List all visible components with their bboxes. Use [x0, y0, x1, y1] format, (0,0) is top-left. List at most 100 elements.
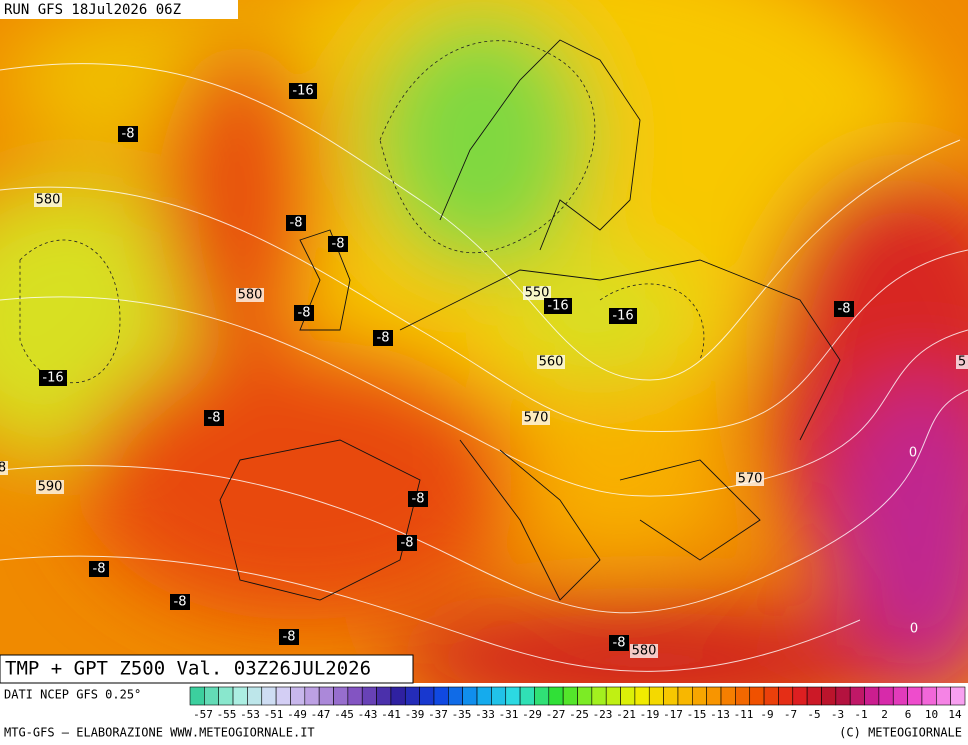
label-box	[408, 491, 428, 507]
scale-label: 6	[905, 708, 912, 721]
temperature-label: -16	[292, 84, 313, 99]
scale-swatch	[476, 686, 492, 706]
scale-swatch	[347, 686, 363, 706]
height-label: 570	[524, 411, 549, 426]
scale-swatch	[677, 686, 693, 706]
height-label: 5	[958, 355, 966, 370]
label-box	[286, 215, 306, 231]
scale-label: 2	[881, 708, 888, 721]
chart-title: TMP + GPT Z500 Val. 03Z26JUL2026	[5, 658, 371, 680]
scale-label: -57	[193, 708, 213, 721]
label-box	[537, 355, 565, 369]
scale-label: -35	[452, 708, 472, 721]
scale-label: -37	[428, 708, 448, 721]
temperature-label: -8	[332, 237, 345, 252]
scale-swatch	[921, 686, 937, 706]
height-label: 590	[38, 480, 63, 495]
label-box	[373, 330, 393, 346]
scale-swatch	[290, 686, 306, 706]
scale-label: -49	[287, 708, 307, 721]
scale-label: -25	[569, 708, 589, 721]
scale-label: 10	[925, 708, 938, 721]
scale-label: -43	[358, 708, 378, 721]
temperature-label: -8	[283, 630, 296, 645]
scale-swatch	[634, 686, 650, 706]
temperature-label: -8	[290, 216, 303, 231]
scale-swatch	[247, 686, 263, 706]
scale-swatch	[261, 686, 277, 706]
scale-label: -9	[760, 708, 773, 721]
scale-label: -13	[710, 708, 730, 721]
scale-label: -7	[784, 708, 797, 721]
scale-label: -33	[475, 708, 495, 721]
scale-swatch	[935, 686, 951, 706]
temperature-label: -8	[122, 127, 135, 142]
scale-label: -21	[616, 708, 636, 721]
scale-swatch	[907, 686, 923, 706]
scale-swatch	[648, 686, 664, 706]
scale-swatch	[706, 686, 722, 706]
temperature-label: -8	[401, 536, 414, 551]
title-box	[0, 654, 414, 684]
label-box	[204, 410, 224, 426]
scale-swatch	[462, 686, 478, 706]
source: DATI NCEP GFS 0.25°	[4, 688, 141, 702]
scale-label: -47	[311, 708, 331, 721]
map	[0, 0, 968, 683]
scale-swatch	[419, 686, 435, 706]
scale-label: -11	[734, 708, 754, 721]
scale-swatch	[204, 686, 220, 706]
scale-swatch	[318, 686, 334, 706]
label-box	[397, 535, 417, 551]
scale-label: -23	[593, 708, 613, 721]
scale-swatch	[692, 686, 707, 706]
credit: MTG-GFS — ELABORAZIONE WWW.METEOGIORNALE…	[4, 726, 315, 740]
scale-swatch	[663, 686, 679, 706]
scale-swatch	[433, 686, 449, 706]
scale-label: -19	[640, 708, 660, 721]
scale-label: -17	[663, 708, 683, 721]
height-label: 8	[0, 461, 6, 476]
scale-label: -27	[546, 708, 566, 721]
label-box	[956, 355, 968, 369]
scale-swatch	[892, 686, 908, 706]
label-box	[736, 472, 764, 486]
scale-swatch	[763, 686, 779, 706]
header-box	[0, 0, 238, 19]
copyright: (C) METEOGIORNALE	[839, 726, 962, 740]
scale-label: -41	[381, 708, 401, 721]
scale-swatch	[275, 686, 291, 706]
scale-label: -1	[854, 708, 867, 721]
temperature-label: -8	[208, 411, 221, 426]
scale-swatch	[620, 686, 636, 706]
scale-swatch	[232, 686, 248, 706]
temperature-label: -8	[412, 492, 425, 507]
scale-swatch	[562, 686, 578, 706]
label-box	[34, 193, 62, 207]
label-box	[89, 561, 109, 577]
run-label: RUN GFS 18Jul2026 06Z	[4, 2, 181, 18]
scale-swatch	[505, 686, 521, 706]
temperature-label: -8	[174, 595, 187, 610]
temperature-label: -16	[612, 309, 633, 324]
scale-swatch	[749, 686, 765, 706]
label-box	[0, 461, 8, 475]
label-box	[39, 370, 67, 386]
scale-swatch	[735, 686, 751, 706]
label-box	[328, 236, 348, 252]
temperature-label: -16	[547, 299, 568, 314]
scale-label: -39	[405, 708, 425, 721]
height-label: 580	[36, 193, 61, 208]
scale-swatch	[519, 686, 535, 706]
scale-swatch	[864, 686, 880, 706]
scale-swatch	[821, 686, 837, 706]
scale-label: 14	[948, 708, 962, 721]
scale-swatch	[878, 686, 894, 706]
scale-swatch	[189, 686, 205, 706]
label-box	[544, 298, 572, 314]
scale-label: -45	[334, 708, 354, 721]
temperature-label: -8	[298, 306, 311, 321]
scale-label: -15	[687, 708, 707, 721]
scale-swatch	[806, 686, 822, 706]
label-box	[289, 83, 317, 99]
